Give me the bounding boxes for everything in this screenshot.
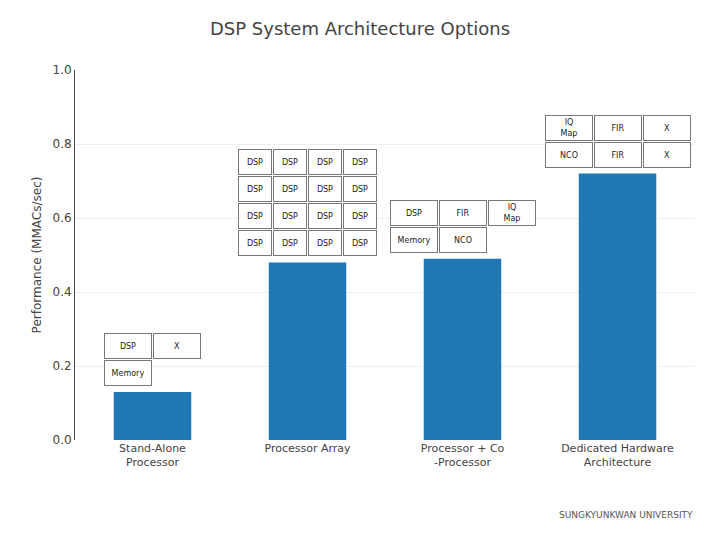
svg-text:X: X bbox=[664, 124, 670, 133]
svg-text:Performance (MMACs/sec): Performance (MMACs/sec) bbox=[30, 177, 44, 334]
svg-text:DSP: DSP bbox=[247, 212, 263, 221]
svg-text:FIR: FIR bbox=[612, 151, 625, 160]
svg-text:X: X bbox=[174, 342, 180, 351]
svg-text:DSP: DSP bbox=[352, 185, 368, 194]
svg-text:NCO: NCO bbox=[454, 236, 472, 245]
svg-text:FIR: FIR bbox=[457, 209, 470, 218]
svg-text:IQMap: IQMap bbox=[561, 118, 578, 137]
svg-text:DSP System Architecture Option: DSP System Architecture Options bbox=[210, 18, 510, 39]
svg-text:Processor + Co-Processor: Processor + Co-Processor bbox=[421, 442, 505, 469]
svg-text:X: X bbox=[664, 151, 670, 160]
svg-text:0.8: 0.8 bbox=[53, 137, 72, 151]
svg-text:DSP: DSP bbox=[317, 239, 333, 248]
svg-text:DSP: DSP bbox=[352, 158, 368, 167]
svg-text:DSP: DSP bbox=[352, 212, 368, 221]
svg-text:IQMap: IQMap bbox=[504, 203, 521, 222]
svg-text:Processor Array: Processor Array bbox=[264, 442, 351, 455]
svg-text:DSP: DSP bbox=[247, 158, 263, 167]
svg-text:SUNGKYUNKWAN UNIVERSITY: SUNGKYUNKWAN UNIVERSITY bbox=[559, 510, 693, 520]
svg-text:DSP: DSP bbox=[317, 212, 333, 221]
svg-text:DSP: DSP bbox=[120, 342, 136, 351]
svg-text:NCO: NCO bbox=[560, 151, 578, 160]
svg-text:0.0: 0.0 bbox=[53, 433, 72, 447]
svg-text:DSP: DSP bbox=[317, 158, 333, 167]
svg-text:Memory: Memory bbox=[398, 236, 431, 245]
svg-text:DSP: DSP bbox=[352, 239, 368, 248]
svg-text:DSP: DSP bbox=[282, 212, 298, 221]
svg-text:DSP: DSP bbox=[406, 209, 422, 218]
svg-text:0.2: 0.2 bbox=[53, 359, 72, 373]
svg-text:1.0: 1.0 bbox=[53, 63, 72, 77]
svg-text:0.4: 0.4 bbox=[53, 285, 72, 299]
svg-text:0.6: 0.6 bbox=[53, 211, 72, 225]
svg-text:DSP: DSP bbox=[247, 239, 263, 248]
svg-text:DSP: DSP bbox=[282, 239, 298, 248]
svg-text:Dedicated HardwareArchitecture: Dedicated HardwareArchitecture bbox=[561, 442, 674, 469]
svg-text:DSP: DSP bbox=[282, 185, 298, 194]
svg-text:Stand-AloneProcessor: Stand-AloneProcessor bbox=[119, 442, 186, 469]
svg-text:DSP: DSP bbox=[317, 185, 333, 194]
svg-text:FIR: FIR bbox=[612, 124, 625, 133]
svg-text:DSP: DSP bbox=[282, 158, 298, 167]
svg-text:Memory: Memory bbox=[112, 369, 145, 378]
svg-text:DSP: DSP bbox=[247, 185, 263, 194]
